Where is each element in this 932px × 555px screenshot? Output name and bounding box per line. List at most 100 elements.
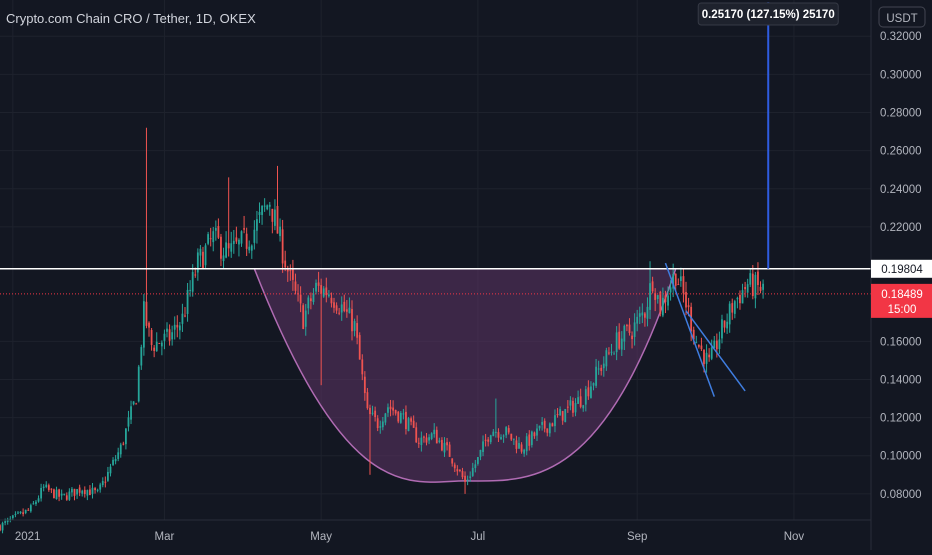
currency-button[interactable]: USDT [878, 6, 926, 28]
candle-body [50, 488, 53, 490]
currency-button-label[interactable]: USDT [886, 13, 917, 25]
candle-body [412, 420, 415, 428]
candle-body [667, 295, 669, 306]
candle-body [191, 272, 194, 292]
candle-body [379, 426, 382, 428]
candle-body [150, 330, 153, 345]
candle-body [492, 431, 495, 437]
candle-body [225, 242, 227, 258]
candle-body [564, 408, 567, 423]
candle-body [757, 271, 759, 286]
candle-body [217, 226, 220, 238]
channel-line[interactable] [664, 262, 715, 397]
candle-body [37, 498, 40, 502]
candle-body [235, 237, 238, 242]
candle-body [459, 470, 461, 472]
candle-body [248, 246, 251, 251]
candle-body [245, 233, 248, 249]
candle-body [294, 281, 297, 291]
candlestick-series [0, 127, 764, 534]
candle-body [137, 366, 140, 402]
candle-body [500, 437, 502, 440]
candle-body [371, 412, 374, 414]
candle-body [230, 243, 233, 252]
candle-body [420, 437, 423, 446]
candle-body [641, 312, 644, 316]
candle-body [176, 324, 179, 328]
candle-body [661, 297, 664, 316]
candle-body [438, 440, 441, 442]
candle-body [315, 282, 317, 292]
candle-body [700, 345, 703, 350]
candle-body [392, 407, 395, 411]
candle-body [104, 481, 107, 483]
candle-body [441, 439, 443, 451]
candle-body [17, 512, 19, 514]
candle-body [677, 284, 680, 286]
drawing-overlays: 0.25170 (127.15%) 25170 [0, 2, 871, 397]
candle-body [369, 407, 371, 415]
candle-body [361, 359, 364, 375]
candle-body [674, 273, 677, 286]
candle-body [107, 471, 109, 481]
candle-body [194, 274, 197, 276]
candle-body [281, 229, 284, 264]
candle-body [387, 407, 389, 413]
measure-label: 0.25170 (127.15%) 25170 [702, 9, 835, 21]
candle-body [186, 289, 189, 314]
candle-body [158, 342, 161, 344]
candle-body [14, 513, 17, 515]
resistance-price-label: 0.19804 [881, 264, 923, 276]
candle-body [114, 458, 117, 462]
candle-body [471, 467, 474, 476]
candle-body [320, 285, 323, 295]
candle-body [590, 386, 592, 398]
candle-body [212, 231, 215, 243]
candle-body [687, 305, 690, 308]
candle-body [0, 525, 1, 531]
candle-body [425, 437, 428, 443]
chart-title: Crypto.com Chain CRO / Tether, 1D, OKEX [6, 11, 256, 26]
candle-body [433, 429, 436, 435]
candle-body [423, 436, 425, 438]
candle-body [466, 479, 469, 481]
candle-body [690, 306, 693, 332]
candle-body [35, 501, 37, 504]
last-price-tag [871, 283, 932, 318]
candle-body [214, 227, 217, 231]
candle-body [410, 418, 412, 422]
last-price-label: 0.18489 [881, 289, 923, 301]
candle-body [572, 401, 574, 413]
candle-body [731, 303, 734, 313]
candle-body [515, 440, 518, 449]
candle-body [166, 328, 168, 332]
candle-body [551, 423, 554, 427]
candle-body [53, 489, 55, 499]
candle-body [479, 449, 482, 457]
candle-body [602, 363, 605, 369]
candle-body [109, 466, 112, 474]
candle-body [417, 442, 420, 444]
candle-body [381, 421, 384, 428]
candle-body [202, 251, 204, 269]
candle-body [358, 335, 361, 360]
channel-line[interactable] [685, 310, 746, 392]
candle-body [664, 295, 667, 303]
candle-body [705, 352, 708, 364]
candle-body [27, 509, 30, 511]
candle-body [142, 301, 145, 348]
candle-body [728, 303, 731, 325]
candle-body [353, 321, 356, 331]
candle-body [608, 352, 610, 354]
candle-body [322, 288, 325, 297]
candle-body [703, 349, 705, 365]
candle-body [523, 449, 526, 454]
candle-body [101, 481, 104, 486]
candle-body [615, 332, 618, 353]
candle-body [708, 354, 711, 358]
candle-body [507, 428, 510, 433]
price-tick-label: 0.24000 [880, 184, 922, 196]
candle-body [739, 294, 741, 304]
time-tick-label: Nov [784, 531, 805, 543]
price-tick-label: 0.32000 [880, 31, 922, 43]
